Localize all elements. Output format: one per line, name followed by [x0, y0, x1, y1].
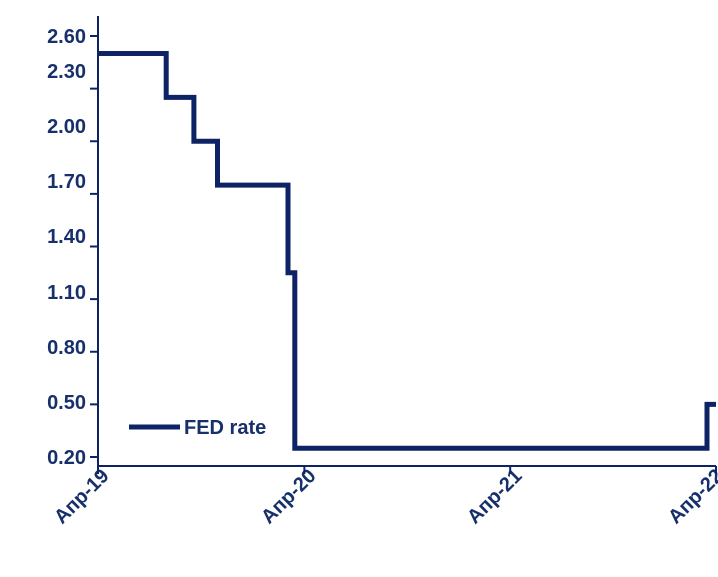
series-layer — [98, 51, 716, 451]
y-tick-label: 1.40 — [47, 226, 86, 248]
y-tick-label: 2.00 — [47, 116, 86, 138]
y-tick-label: 0.80 — [47, 337, 86, 359]
axes — [90, 16, 717, 474]
series-line-fed-rate — [98, 51, 716, 451]
y-tick-label: 1.10 — [47, 282, 86, 304]
x-tick-label: Апр-21 — [463, 465, 526, 528]
y-axis-tick-labels: 0.20 0.50 0.80 1.10 1.40 1.70 2.00 2.30 … — [47, 26, 86, 469]
x-tick-label: Апр-20 — [257, 465, 320, 528]
x-tick-label: Апр-22 — [664, 465, 718, 528]
y-tick-label: 1.70 — [47, 171, 86, 193]
y-tick-label: 2.30 — [47, 61, 86, 83]
legend: FED rate — [129, 417, 266, 439]
legend-label: FED rate — [184, 417, 266, 439]
y-tick-label: 2.60 — [47, 26, 86, 48]
y-tick-label: 0.20 — [47, 447, 86, 469]
x-axis-tick-labels: Апр-19 Апр-20 Апр-21 Апр-22 — [50, 465, 718, 528]
x-tick-label: Апр-19 — [50, 465, 113, 528]
y-tick-label: 0.50 — [47, 392, 86, 414]
